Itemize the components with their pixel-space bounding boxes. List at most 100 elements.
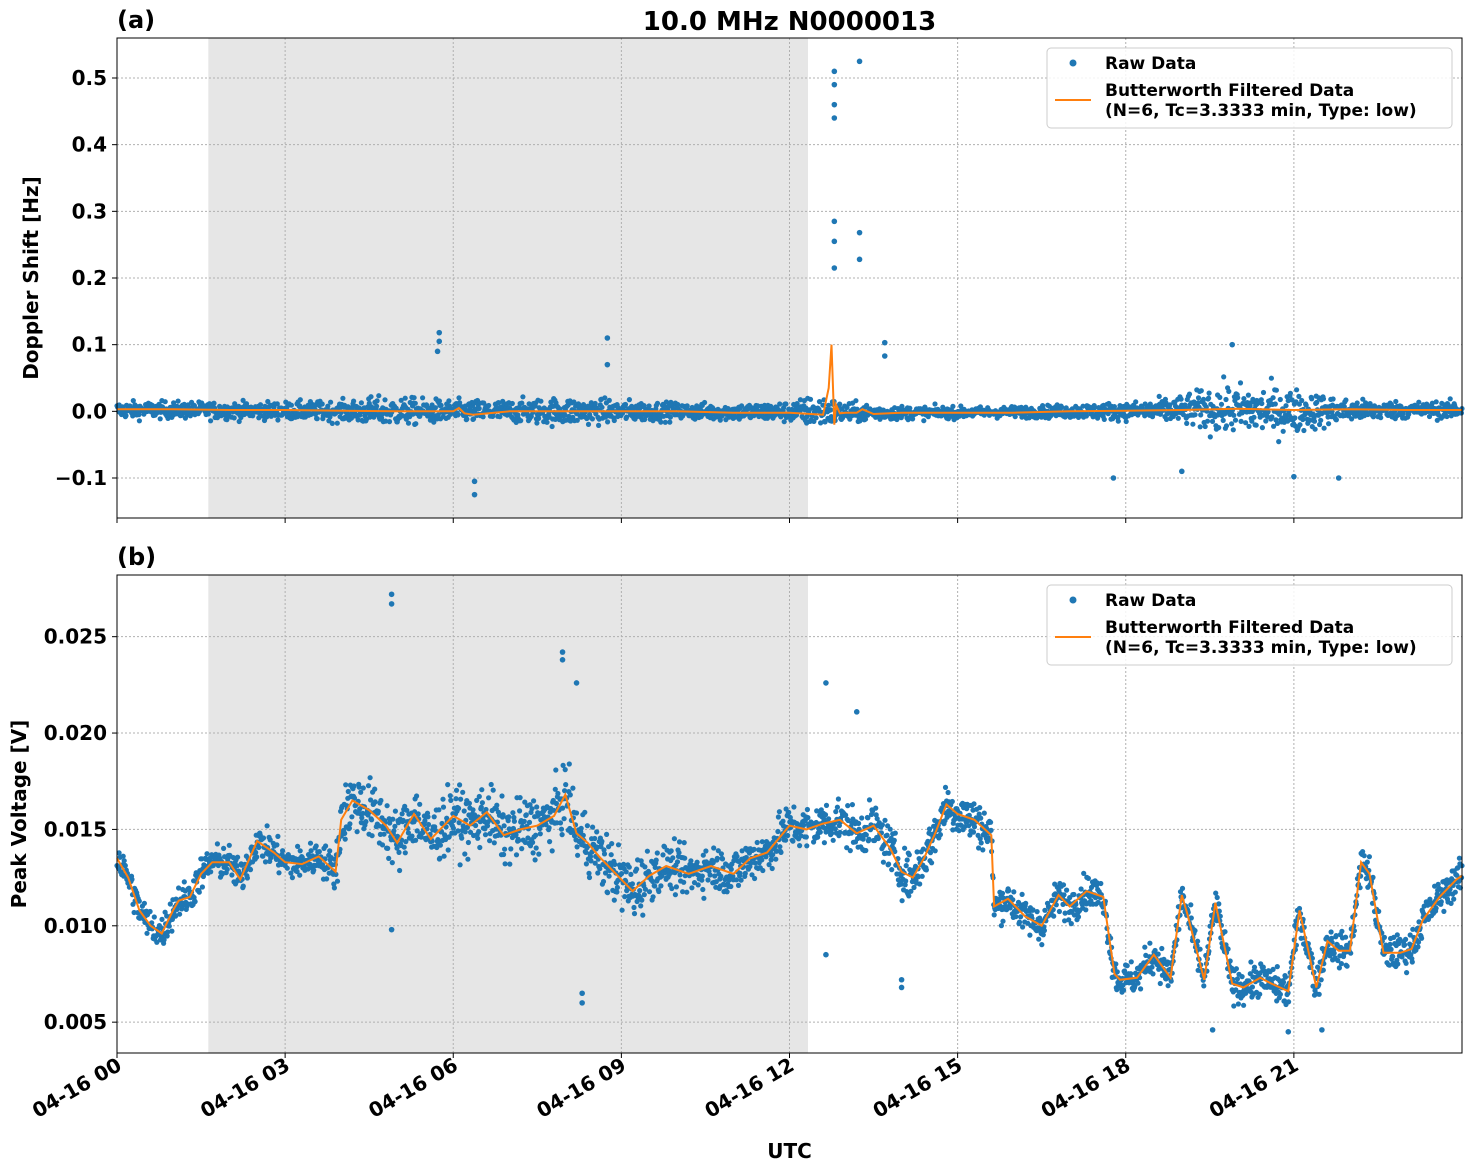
raw-point (436, 807, 442, 813)
raw-point (177, 911, 183, 917)
raw-point (570, 785, 576, 791)
raw-point (701, 895, 707, 901)
raw-point (592, 835, 598, 842)
raw-point (689, 885, 695, 891)
raw-point (405, 830, 411, 836)
raw-point (1286, 999, 1292, 1005)
raw-point (347, 821, 353, 827)
raw-point (1434, 417, 1440, 423)
raw-point (1282, 412, 1288, 418)
raw-point (173, 896, 179, 902)
raw-point (1263, 418, 1269, 424)
raw-point (978, 840, 984, 846)
raw-point (130, 398, 136, 404)
raw-point (676, 850, 682, 856)
raw-point (1280, 979, 1287, 985)
raw-point (1197, 946, 1203, 952)
raw-point (1201, 983, 1207, 989)
raw-point (578, 825, 584, 832)
raw-point (734, 853, 740, 859)
raw-point (399, 811, 405, 817)
raw-point (446, 398, 452, 404)
raw-point (297, 397, 303, 403)
raw-point (385, 845, 391, 852)
raw-point (235, 854, 241, 860)
raw-point (476, 793, 482, 800)
raw-point (327, 414, 333, 420)
raw-point (830, 837, 836, 843)
raw-point (349, 814, 355, 820)
raw-point (264, 823, 270, 829)
raw-point (596, 422, 602, 428)
raw-point (276, 870, 282, 876)
raw-point (154, 939, 160, 945)
raw-point (906, 852, 912, 858)
raw-point (562, 767, 568, 773)
raw-point (805, 815, 811, 821)
raw-outlier-point (471, 491, 478, 498)
raw-point (1223, 396, 1229, 403)
raw-point (681, 840, 687, 846)
raw-point (488, 781, 494, 788)
raw-point (911, 884, 917, 891)
raw-point (660, 852, 666, 858)
raw-point (859, 815, 865, 821)
raw-point (460, 789, 466, 795)
raw-point (907, 405, 913, 411)
raw-point (1147, 940, 1153, 946)
raw-point (1203, 404, 1209, 410)
raw-point (307, 840, 314, 846)
raw-point (818, 420, 824, 426)
raw-point (1128, 959, 1134, 965)
raw-point (671, 836, 678, 842)
raw-point (1251, 414, 1257, 420)
raw-point (797, 397, 804, 403)
raw-point (980, 847, 986, 853)
raw-point (1268, 375, 1274, 381)
raw-point (174, 906, 180, 913)
raw-point (192, 899, 198, 905)
raw-point (1241, 396, 1247, 402)
raw-point (1111, 404, 1117, 410)
raw-point (894, 416, 900, 423)
raw-point (923, 867, 930, 873)
raw-point (837, 829, 843, 835)
raw-point (886, 861, 892, 867)
raw-point (781, 419, 787, 425)
raw-point (637, 888, 643, 894)
raw-point (823, 802, 830, 809)
raw-point (1251, 964, 1258, 970)
raw-point (391, 828, 397, 834)
raw-point (240, 397, 246, 403)
raw-point (557, 820, 564, 826)
raw-point (196, 889, 202, 895)
raw-point (240, 883, 246, 889)
raw-point (1163, 416, 1170, 422)
raw-point (265, 398, 271, 405)
raw-point (1311, 418, 1318, 424)
raw-point (1020, 924, 1026, 930)
raw-point (677, 872, 683, 878)
raw-point (374, 398, 380, 404)
panel-a: −0.10.00.10.20.30.40.5 (a) 10.0 MHz N000… (19, 6, 1465, 523)
raw-point (1296, 401, 1302, 407)
raw-point (929, 860, 935, 866)
raw-outlier-point (1110, 475, 1117, 481)
raw-point (231, 415, 237, 421)
raw-point (431, 814, 437, 820)
raw-point (181, 401, 187, 407)
raw-point (1036, 936, 1042, 942)
raw-point (910, 416, 916, 422)
raw-point (863, 832, 869, 838)
raw-point (1231, 1003, 1237, 1009)
raw-point (532, 857, 538, 863)
raw-point (1239, 974, 1245, 980)
y-tick-label: −0.1 (55, 466, 107, 490)
raw-point (1222, 929, 1228, 935)
raw-point (558, 826, 565, 832)
raw-point (669, 885, 675, 892)
raw-point (1326, 421, 1332, 427)
raw-point (780, 818, 786, 824)
raw-point (215, 862, 221, 869)
filtered-line-a (117, 344, 1462, 425)
